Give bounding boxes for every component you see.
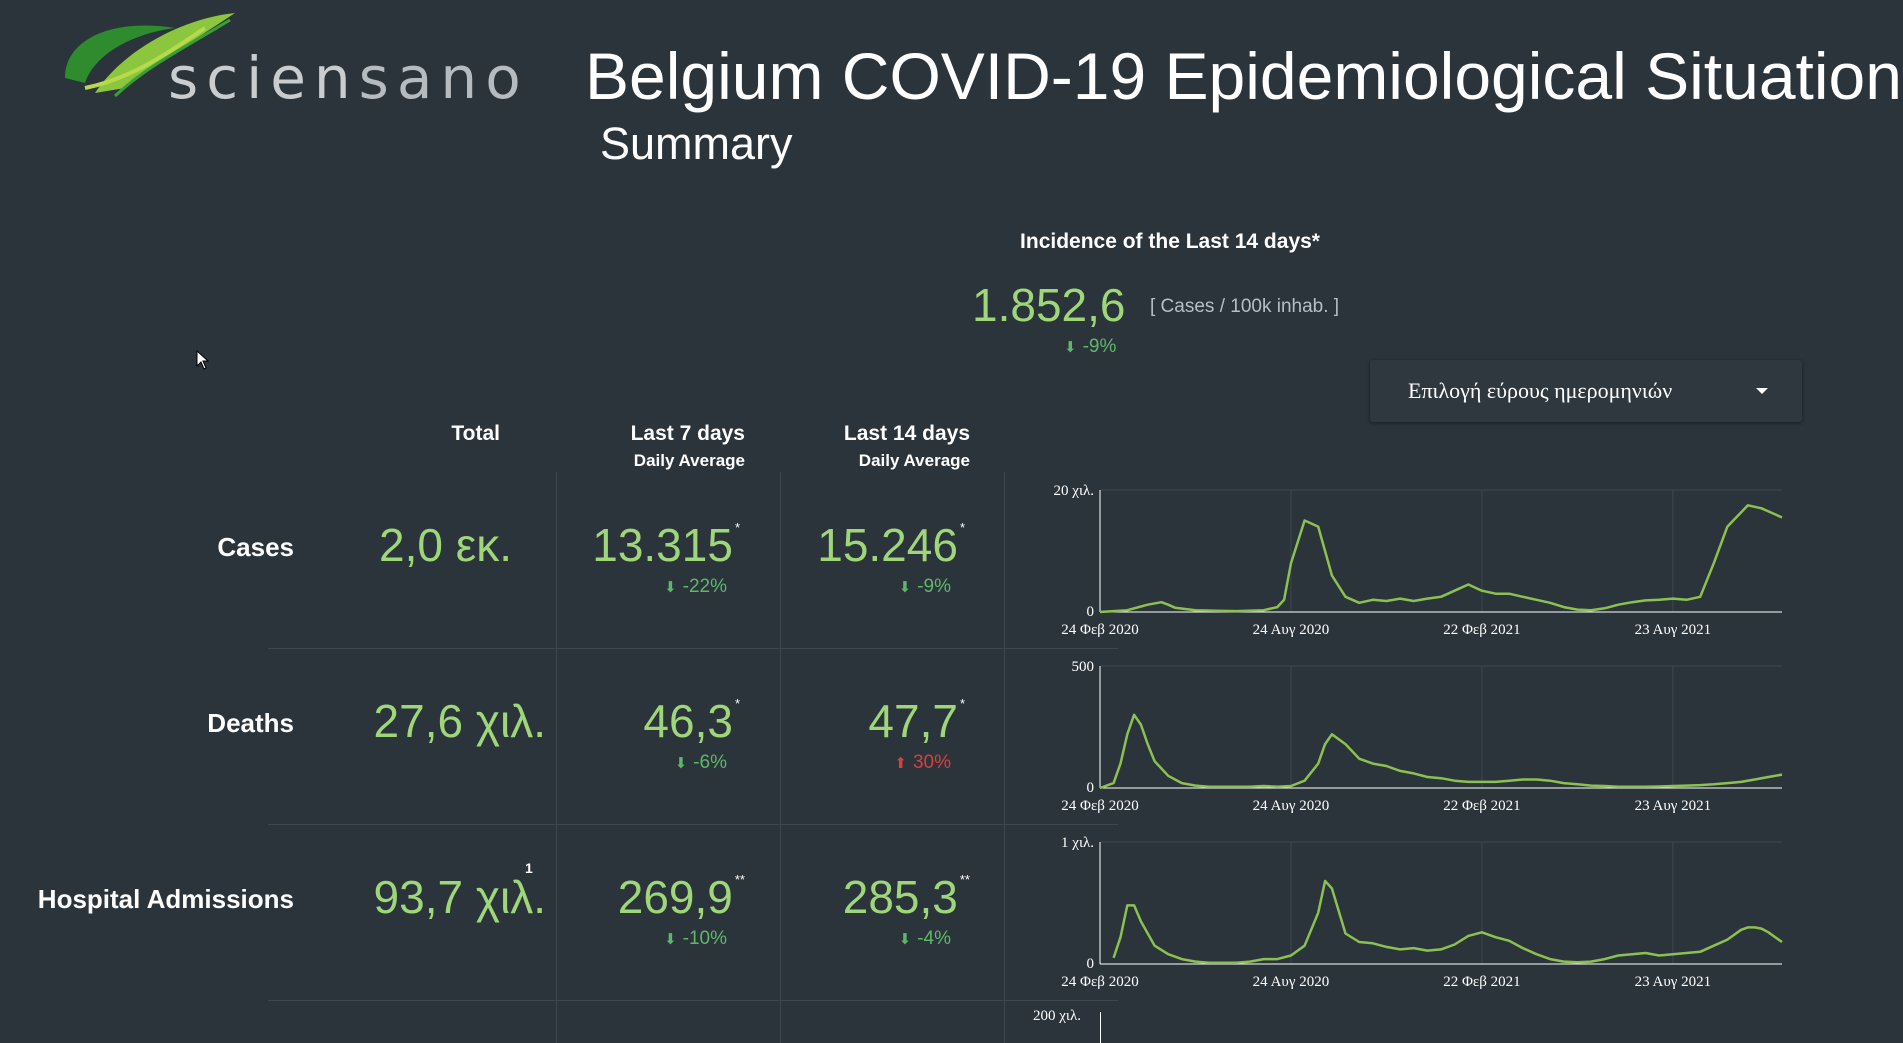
sciensano-logo <box>65 13 235 98</box>
row-label-cases: Cases <box>217 532 294 562</box>
arrow-down-icon: ⬇ <box>664 931 677 948</box>
chart-x-tick-label: 24 Αυγ 2020 <box>1253 798 1330 814</box>
page-title: Belgium COVID-19 Epidemiological Situati… <box>585 39 1902 113</box>
date-range-select[interactable]: Επιλογή εύρους ημερομηνιών <box>1370 360 1802 422</box>
chart-series-line <box>1099 713 1783 790</box>
chart-x-tick-label: 22 Φεβ 2021 <box>1443 622 1520 638</box>
chart-series-line <box>1112 879 1783 965</box>
chart-x-tick-label: 24 Φεβ 2020 <box>1061 622 1138 638</box>
row-label-hospital-admissions: Hospital Admissions <box>37 884 294 914</box>
chart-x-tick-label: 23 Αυγ 2021 <box>1635 798 1712 814</box>
hospital-total: 93,7 χιλ. <box>373 871 546 923</box>
grid-divider <box>780 472 781 1043</box>
deaths-last14-change: ⬆ 30% <box>894 752 951 773</box>
chart-y-tick-label: 20 χιλ. <box>1054 483 1094 499</box>
col-header-last7: Last 7 days <box>630 422 745 445</box>
arrow-up-icon: ⬆ <box>894 755 907 772</box>
logo-wordmark: sciensano <box>168 44 529 112</box>
hospital-total-footnote: 1 <box>525 860 533 876</box>
incidence-value: 1.852,6 <box>972 279 1126 331</box>
deaths-total: 27,6 χιλ. <box>373 695 546 747</box>
col-subheader-last14: Daily Average <box>858 451 970 470</box>
chevron-down-icon <box>1756 388 1768 394</box>
date-range-select-label: Επιλογή εύρους ημερομηνιών <box>1408 378 1673 403</box>
next-chart-axis <box>1100 1012 1101 1043</box>
deaths-trend-chart: 0 500 24 Φεβ 2020 24 Αυγ 2020 22 Φεβ 2021 23 … <box>1030 654 1790 820</box>
cases-last14: 15.246 * <box>817 519 965 571</box>
deaths-last7: 46,3 * <box>643 695 740 747</box>
grid-divider <box>556 472 557 1043</box>
chart-x-tick-label: 24 Φεβ 2020 <box>1061 974 1138 990</box>
hospital-trend-chart: 0 1 χιλ. 24 Φεβ 2020 24 Αυγ 2020 22 Φεβ 2021… <box>1030 830 1790 996</box>
chart-y-tick-label: 0 <box>1087 956 1095 972</box>
deaths-last14: 47,7 * <box>868 695 965 747</box>
chart-x-tick-label: 24 Φεβ 2020 <box>1061 798 1138 814</box>
cases-trend-chart: 0 20 χιλ. 24 Φεβ 2020 24 Αυγ 2020 22 Φεβ 202… <box>1030 478 1790 644</box>
arrow-down-icon: ⬇ <box>898 931 912 948</box>
grid-divider <box>268 1000 1118 1001</box>
arrow-down-icon: ⬇ <box>674 755 688 772</box>
deaths-last7-change: ⬇ -6% <box>674 752 727 773</box>
mouse-cursor-icon <box>196 350 210 370</box>
chart-y-tick-label: 0 <box>1087 604 1095 620</box>
col-subheader-last7: Daily Average <box>633 451 745 470</box>
chart-y-tick-label: 500 <box>1072 659 1095 675</box>
incidence-label: Incidence of the Last 14 days* <box>1020 230 1320 253</box>
chart-x-tick-label: 22 Φεβ 2021 <box>1443 974 1520 990</box>
chart-x-tick-label: 23 Αυγ 2021 <box>1635 622 1712 638</box>
grid-divider <box>268 648 1118 649</box>
grid-divider <box>268 824 1118 825</box>
col-header-last14: Last 14 days <box>843 422 970 445</box>
chart-y-tick-label: 0 <box>1087 780 1095 796</box>
arrow-down-icon: ⬇ <box>1064 339 1077 356</box>
chart-x-tick-label: 24 Αυγ 2020 <box>1253 974 1330 990</box>
row-label-deaths: Deaths <box>207 708 294 738</box>
grid-divider <box>1004 472 1005 1043</box>
page-subtitle: Summary <box>600 118 793 169</box>
deaths-trend-svg: 0 500 24 Φεβ 2020 24 Αυγ 2020 22 Φεβ 2021 23 … <box>1061 659 1783 814</box>
chart-y-tick-label: 1 χιλ. <box>1061 835 1094 851</box>
hospital-trend-svg: 0 1 χιλ. 24 Φεβ 2020 24 Αυγ 2020 22 Φεβ 2021… <box>1061 835 1783 990</box>
arrow-down-icon: ⬇ <box>898 579 912 596</box>
cases-last14-change: ⬇ -9% <box>898 576 951 597</box>
cases-total: 2,0 εκ. <box>378 519 512 571</box>
chart-x-tick-label: 22 Φεβ 2021 <box>1443 798 1520 814</box>
arrow-down-icon: ⬇ <box>664 579 677 596</box>
next-chart-y-tick: 200 χιλ. <box>1033 1008 1081 1024</box>
hospital-last14-change: ⬇ -4% <box>898 928 951 949</box>
incidence-change: ⬇ -9% <box>1064 336 1117 357</box>
chart-x-tick-label: 24 Αυγ 2020 <box>1253 622 1330 638</box>
col-header-total: Total <box>451 422 500 445</box>
hospital-last7-change: ⬇ -10% <box>664 928 727 949</box>
cases-last7-change: ⬇ -22% <box>664 576 727 597</box>
incidence-unit: [ Cases / 100k inhab. ] <box>1150 296 1340 317</box>
chart-series-line <box>1099 504 1783 614</box>
chart-x-tick-label: 23 Αυγ 2021 <box>1635 974 1712 990</box>
hospital-last7: 269,9 ** <box>617 871 745 923</box>
cases-trend-svg: 0 20 χιλ. 24 Φεβ 2020 24 Αυγ 2020 22 Φεβ 202… <box>1054 483 1783 638</box>
hospital-last14: 285,3 ** <box>842 871 970 923</box>
cases-last7: 13.315 * <box>592 519 740 571</box>
